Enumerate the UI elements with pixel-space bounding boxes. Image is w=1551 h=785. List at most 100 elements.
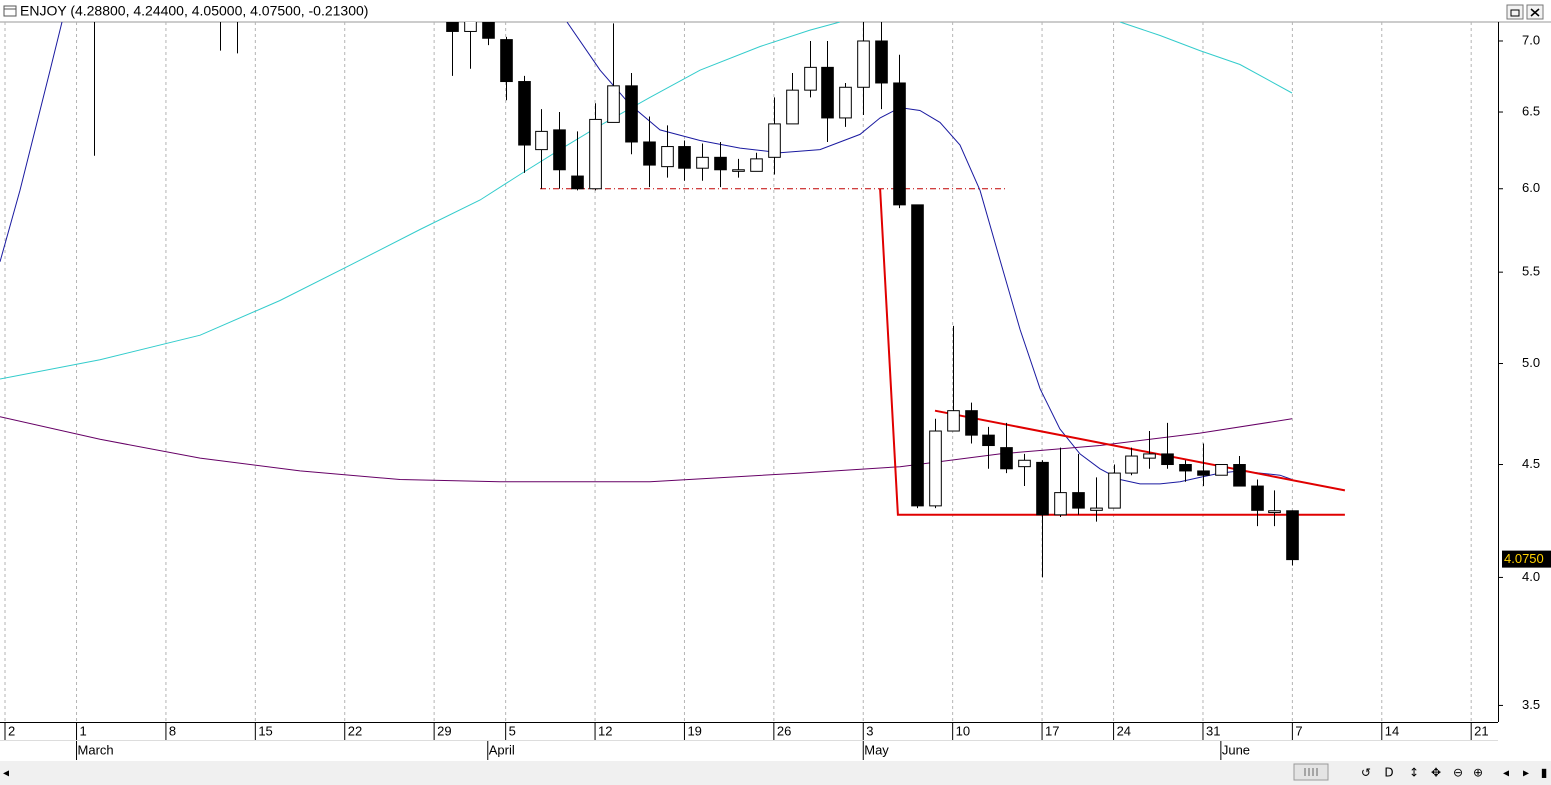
overlay-line [934, 409, 1346, 492]
candle-body [1251, 485, 1264, 511]
scroll-thumb[interactable] [1293, 763, 1329, 781]
close-icon [1530, 8, 1540, 17]
candle-body [1179, 464, 1192, 472]
last-price-label: 4.0750 [1504, 551, 1544, 566]
candle-body [821, 66, 834, 119]
candle-body [607, 85, 620, 123]
toolbar-button[interactable]: ↺ [1361, 766, 1371, 780]
scroll-grip [1304, 768, 1318, 776]
plot-area [0, 22, 1346, 578]
candle-body [750, 158, 763, 172]
overlay-line [0, 22, 1293, 485]
restore-button[interactable] [1506, 4, 1524, 20]
candle-body [804, 66, 817, 91]
candle-body [947, 410, 960, 432]
x-tick-label: 15 [258, 723, 272, 738]
x-tick-label: 10 [956, 723, 970, 738]
overlay-line [0, 22, 1293, 380]
toolbar-button[interactable]: ◂ [1503, 766, 1509, 780]
candle-body [643, 141, 656, 166]
candle-body [1286, 510, 1299, 561]
x-tick-label: 21 [1474, 723, 1488, 738]
candle-body [893, 82, 906, 206]
candle-body [535, 130, 548, 151]
candle-body [982, 434, 995, 447]
candle-body [446, 22, 459, 32]
last-price-box [1502, 550, 1551, 568]
y-tick-label: 5.5 [1522, 264, 1540, 279]
x-tick-label: 5 [509, 723, 516, 738]
x-tick-label: 19 [687, 723, 701, 738]
y-tick-label: 5.0 [1522, 355, 1540, 370]
candle-body [625, 85, 638, 143]
month-label: May [864, 742, 889, 757]
candle-body [786, 89, 799, 125]
y-tick-label: 3.5 [1522, 697, 1540, 712]
x-tick-label: 17 [1045, 723, 1059, 738]
candle-body [839, 86, 852, 119]
candle-body [911, 204, 924, 507]
candle-body [1072, 492, 1085, 509]
candle-body [857, 40, 870, 88]
candle-body [1233, 464, 1246, 487]
y-tick-label: 6.0 [1522, 180, 1540, 195]
x-tick-label: 24 [1117, 723, 1131, 738]
x-tick-label: 2 [8, 723, 15, 738]
scrollbar-track [0, 761, 1551, 785]
candle-body [482, 22, 495, 39]
y-tick-label: 7.0 [1522, 32, 1540, 47]
candle-body [1000, 447, 1013, 470]
toolbar-button[interactable]: ⊖ [1453, 766, 1463, 780]
y-tick-label: 4.5 [1522, 456, 1540, 471]
candle-body [571, 175, 584, 190]
candle-body [1125, 455, 1138, 474]
x-tick-label: 22 [348, 723, 362, 738]
x-tick-label: 3 [866, 723, 873, 738]
candle-body [875, 40, 888, 84]
candle-body [1108, 472, 1121, 509]
candle-body [678, 146, 691, 169]
overlay-line [0, 416, 1293, 483]
candle-body [500, 39, 513, 83]
candle-body [1054, 492, 1067, 516]
candle-body [518, 81, 531, 146]
x-tick-label: 29 [437, 723, 451, 738]
toolbar: ◂ ↺ D ↕ ✥ ⊖ ⊕ ◂ ▸ ▮ [0, 761, 1551, 785]
candle-body [553, 129, 566, 171]
toolbar-button[interactable]: ✥ [1431, 766, 1441, 780]
y-tick-label: 4.0 [1522, 569, 1540, 584]
x-tick-label: 8 [169, 723, 176, 738]
candle-body [1090, 507, 1103, 511]
y-tick-label: 6.5 [1522, 103, 1540, 118]
toolbar-button[interactable]: ⊕ [1473, 766, 1483, 780]
toolbar-button[interactable]: ▮ [1541, 766, 1548, 780]
candle-body [1161, 453, 1174, 466]
x-tick-label: 26 [777, 723, 791, 738]
x-tick-label: 14 [1385, 723, 1399, 738]
candle-body [1018, 459, 1031, 468]
toolbar-button[interactable]: ▸ [1523, 766, 1529, 780]
candle-body [1215, 464, 1228, 476]
candle-body [965, 410, 978, 436]
x-tick-label: 7 [1295, 723, 1302, 738]
candle-body [768, 123, 781, 158]
candle-body [696, 156, 709, 169]
toolbar-button[interactable]: ↕ [1409, 766, 1419, 780]
candle-body [589, 118, 602, 190]
toolbar-button[interactable]: D [1384, 766, 1393, 780]
month-label: March [78, 742, 114, 757]
chart-title: ENJOY (4.28800, 4.24400, 4.05000, 4.0750… [20, 3, 368, 19]
x-tick-label: 12 [598, 723, 612, 738]
title-bar [0, 0, 1551, 22]
month-label: June [1222, 742, 1250, 757]
candle-body [714, 156, 727, 171]
axes: 7.06.56.05.55.04.54.03.52 1 8 15 22 29 5 12 19 26… [4, 22, 1540, 760]
candle-body [661, 146, 674, 168]
x-tick-label: 1 [80, 723, 87, 738]
title-icon [3, 5, 17, 17]
scroll-left-button[interactable]: ◂ [3, 766, 9, 780]
candle-body [1143, 453, 1156, 459]
